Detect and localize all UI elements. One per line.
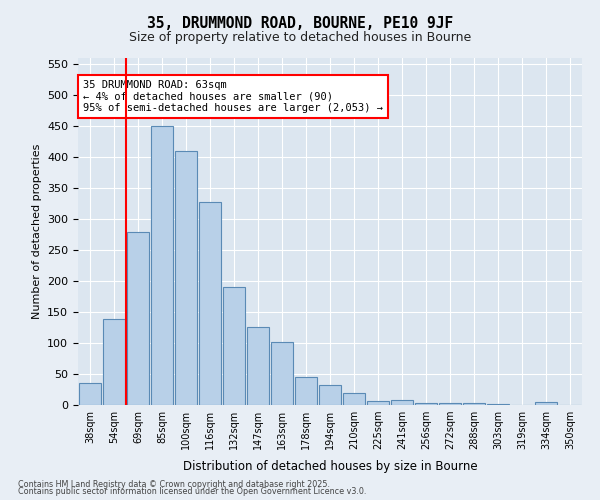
Bar bbox=[127, 232, 149, 405]
X-axis label: Distribution of detached houses by size in Bourne: Distribution of detached houses by size … bbox=[182, 460, 478, 473]
Bar bbox=[487, 404, 509, 405]
Bar bbox=[463, 402, 485, 405]
Bar bbox=[319, 384, 341, 405]
Bar bbox=[103, 320, 125, 405]
Bar bbox=[175, 150, 197, 405]
Bar bbox=[271, 342, 293, 405]
Text: Contains HM Land Registry data © Crown copyright and database right 2025.: Contains HM Land Registry data © Crown c… bbox=[18, 480, 330, 489]
Text: 35, DRUMMOND ROAD, BOURNE, PE10 9JF: 35, DRUMMOND ROAD, BOURNE, PE10 9JF bbox=[147, 16, 453, 31]
Bar bbox=[439, 403, 461, 405]
Bar bbox=[415, 402, 437, 405]
Bar bbox=[295, 377, 317, 405]
Bar bbox=[79, 384, 101, 405]
Y-axis label: Number of detached properties: Number of detached properties bbox=[32, 144, 41, 319]
Bar bbox=[367, 402, 389, 405]
Bar bbox=[535, 402, 557, 405]
Text: 35 DRUMMOND ROAD: 63sqm
← 4% of detached houses are smaller (90)
95% of semi-det: 35 DRUMMOND ROAD: 63sqm ← 4% of detached… bbox=[83, 80, 383, 114]
Bar bbox=[391, 400, 413, 405]
Bar bbox=[247, 328, 269, 405]
Bar bbox=[343, 392, 365, 405]
Text: Size of property relative to detached houses in Bourne: Size of property relative to detached ho… bbox=[129, 31, 471, 44]
Bar bbox=[223, 287, 245, 405]
Text: Contains public sector information licensed under the Open Government Licence v3: Contains public sector information licen… bbox=[18, 488, 367, 496]
Bar bbox=[151, 126, 173, 405]
Bar bbox=[199, 202, 221, 405]
